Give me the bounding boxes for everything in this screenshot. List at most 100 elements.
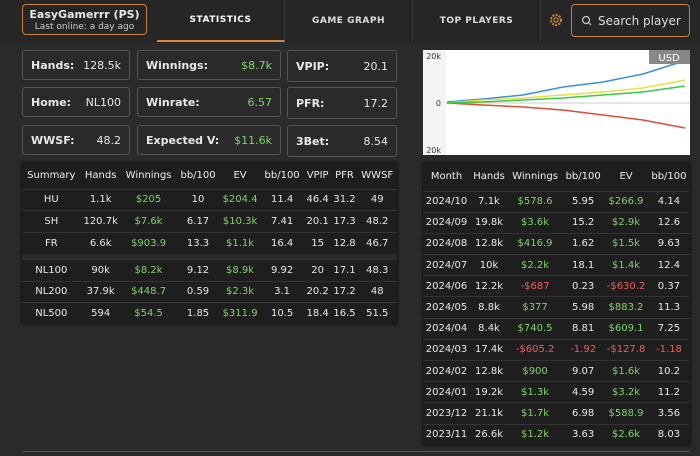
- table-cell: 8.8k: [478, 302, 500, 314]
- table-cell: 17.3: [333, 215, 356, 227]
- stat-card: PFR: 17.2: [287, 87, 397, 119]
- table-row: 2024/02 12.8k $900 9.07 $1.6k 10.2: [423, 360, 690, 382]
- last-online: Last online: a day ago: [34, 22, 135, 32]
- column-header: EV: [619, 171, 633, 183]
- table-cell: -$605.2: [515, 344, 555, 356]
- stat-value: $8.7k: [241, 58, 272, 72]
- column-header: bb/100: [651, 171, 687, 183]
- table-cell: 12.4: [657, 259, 681, 271]
- table-cell: $2.2k: [521, 259, 550, 271]
- table-cell: NL200: [35, 286, 68, 298]
- table-row: 2024/09 19.8k $3.6k 15.2 $2.9k 12.6: [423, 212, 690, 233]
- table-cell: $3.6k: [521, 217, 550, 229]
- column-header: Hands: [473, 171, 505, 183]
- table-cell: $266.9: [608, 196, 644, 208]
- table-row: 2023/12 21.1k $1.7k 6.98 $588.9 3.56: [423, 402, 690, 424]
- stat-label: Hands:: [31, 58, 75, 72]
- table-cell: 90k: [91, 264, 110, 276]
- table-cell: 11.2: [657, 386, 681, 398]
- table-row: 2023/11 26.6k $1.2k 3.63 $2.6k 8.03: [423, 424, 690, 445]
- table-cell: 2023/12: [425, 407, 468, 419]
- stat-value: NL100: [85, 95, 121, 109]
- table-cell: 7.1k: [478, 196, 500, 208]
- table-cell: $740.5: [517, 323, 553, 335]
- monthly-table: Month Hands Winnings bb/100 EV bb/100 2024/10 7…: [423, 163, 690, 446]
- tab[interactable]: STATISTICS: [157, 0, 285, 42]
- table-row: NL500 594 $54.5 1.85 $311.9 10.5 18.4 16.5 51.5: [22, 302, 397, 325]
- table-cell: 5.98: [572, 302, 595, 314]
- stat-card: 3Bet: 8.54: [287, 125, 397, 157]
- table-cell: HU: [43, 194, 59, 206]
- table-cell: 13.3: [186, 237, 210, 249]
- table-cell: SH: [44, 215, 59, 227]
- tab[interactable]: GAME GRAPH: [285, 0, 413, 42]
- table-cell: 2024/05: [425, 302, 468, 314]
- table-cell: 4.59: [572, 386, 595, 398]
- table-cell: 12.6: [657, 217, 681, 229]
- table-cell: $7.6k: [134, 215, 163, 227]
- table-cell: 9.12: [186, 264, 210, 276]
- tab[interactable]: TOP PLAYERS: [413, 0, 541, 42]
- table-row: 2024/01 19.2k $1.3k 4.59 $3.2k 11.2: [423, 381, 690, 403]
- y-label: 20k: [426, 146, 441, 155]
- column-header: Hands: [84, 170, 117, 182]
- table-cell: 2023/11: [425, 429, 468, 441]
- table-cell: 20: [311, 264, 324, 276]
- column-header: Winnings: [512, 171, 558, 183]
- table-cell: 51.5: [366, 308, 389, 319]
- stat-label: 3Bet:: [296, 134, 330, 148]
- table-cell: 12.2k: [474, 280, 504, 292]
- table-cell: NL500: [35, 308, 68, 319]
- table-cell: $377: [522, 302, 548, 314]
- stat-label: Winnings:: [146, 58, 208, 72]
- table-cell: 6.6k: [89, 237, 112, 249]
- column-header: PFR: [335, 170, 354, 182]
- table-cell: 2024/08: [425, 238, 468, 250]
- search-icon: [581, 15, 592, 25]
- table-row: HU 1.1k $205 10 $204.4 11.4 46.4 31.2 49: [22, 189, 397, 211]
- stat-card: Winrate: 6.57: [137, 87, 281, 117]
- table-cell: 9.92: [270, 264, 294, 276]
- table-cell: $8.9k: [226, 264, 255, 276]
- table-cell: 20.2: [306, 286, 329, 298]
- table-cell: $609.1: [608, 323, 644, 335]
- table-cell: 19.2k: [474, 386, 504, 398]
- y-label: 20k: [426, 52, 441, 61]
- table-cell: $204.4: [222, 194, 258, 206]
- settings-icon[interactable]: [548, 12, 564, 28]
- table-cell: $883.2: [608, 302, 644, 314]
- table-cell: 2024/02: [425, 365, 468, 377]
- table-cell: 3.63: [572, 429, 595, 441]
- table-cell: 17.2: [333, 286, 356, 298]
- table-cell: 6.98: [572, 407, 595, 419]
- table-cell: $416.9: [517, 238, 553, 250]
- stat-card: Home: NL100: [22, 87, 130, 117]
- table-row: FR 6.6k $903.9 13.3 $1.1k 16.4 15 12.8 46.7: [22, 232, 397, 254]
- table-cell: $1.4k: [611, 259, 641, 271]
- stat-value: 6.57: [247, 95, 273, 109]
- table-cell: 2024/01: [425, 386, 468, 398]
- column-header: WWSF: [361, 170, 394, 182]
- stat-card: Winnings: $8.7k: [137, 50, 281, 80]
- table-cell: 1.1k: [89, 194, 112, 206]
- table-row: 2024/10 7.1k $578.6 5.95 $266.9 4.14: [423, 191, 690, 212]
- table-cell: 3.56: [657, 407, 681, 419]
- player-name: EasyGamerrr (PS): [29, 8, 140, 21]
- table-cell: 7.41: [270, 215, 294, 227]
- table-cell: 17.4k: [474, 344, 504, 356]
- table-cell: $2.3k: [226, 286, 255, 298]
- stat-card: WWSF: 48.2: [22, 125, 130, 155]
- player-box[interactable]: EasyGamerrr (PS) Last online: a day ago: [22, 4, 147, 35]
- table-cell: 20.1: [306, 215, 329, 227]
- table-cell: 46.4: [306, 194, 329, 206]
- table-cell: $1.1k: [226, 237, 255, 249]
- table-cell: NL100: [35, 264, 68, 276]
- divider: [22, 451, 690, 452]
- table-row: SH 120.7k $7.6k 6.17 $10.3k 7.41 20.1 17.3 48.2: [22, 210, 397, 233]
- table-cell: 11.4: [270, 194, 294, 206]
- table-cell: 8.4k: [478, 323, 500, 335]
- table-cell: 16.4: [270, 237, 294, 249]
- search-box[interactable]: Search player: [571, 4, 690, 37]
- table-cell: 1.85: [186, 308, 210, 319]
